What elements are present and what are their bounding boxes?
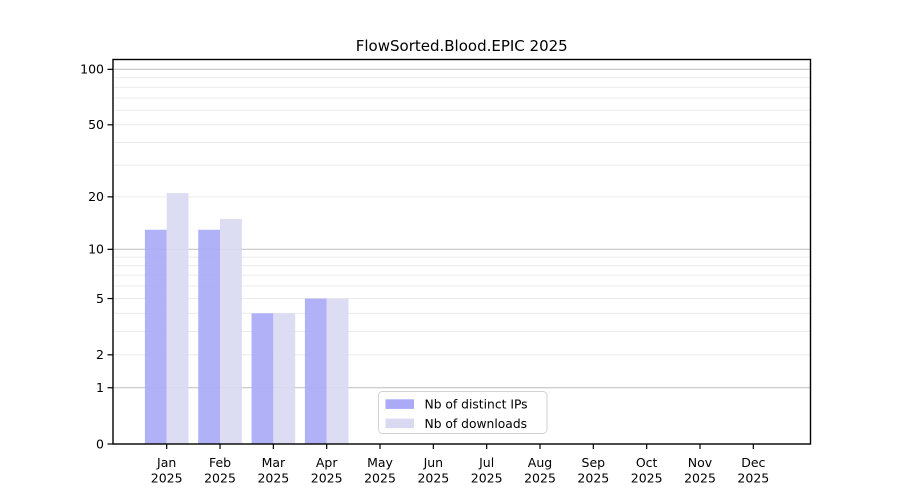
axes-border [112,58,812,445]
legend-label-downloads: Nb of downloads [425,417,528,431]
x-tick-label-year: 2025 [684,471,716,486]
y-tick-label: 10 [88,242,104,257]
bar-distinct-ips-feb [198,229,221,444]
x-tick-label-month: Feb [209,455,231,470]
x-tick-label-year: 2025 [577,471,609,486]
y-tick-label: 5 [96,291,104,306]
x-tick-label-month: May [367,455,393,470]
y-tick-label: 50 [88,117,104,132]
x-tick-label-year: 2025 [204,471,236,486]
bar-distinct-ips-apr [304,298,327,444]
x-tick-label-month: Nov [688,455,713,470]
bar-distinct-ips-jan [144,229,167,444]
legend-label-distinct-ips: Nb of distinct IPs [425,398,528,412]
bar-downloads-jan [166,193,189,444]
bars [144,193,349,444]
x-tick-label-month: Aug [528,455,552,470]
legend-swatch-distinct-ips [385,399,414,409]
chart-title: FlowSorted.Blood.EPIC 2025 [356,37,568,55]
bar-downloads-mar [273,313,296,444]
tick-labels: 0125102050100Jan2025Feb2025Mar2025Apr202… [80,62,769,486]
x-tick-label-year: 2025 [311,471,343,486]
x-tick-label-year: 2025 [524,471,556,486]
x-tick-label-year: 2025 [257,471,289,486]
y-tick-label: 20 [88,189,104,204]
y-tick-label: 100 [80,62,104,77]
axes [107,58,812,449]
x-tick-label-year: 2025 [737,471,769,486]
x-tick-label-year: 2025 [631,471,663,486]
legend: Nb of distinct IPs Nb of downloads [378,391,548,434]
x-tick-label-month: Sep [582,455,606,470]
x-tick-label-year: 2025 [364,471,396,486]
bar-downloads-apr [326,298,349,444]
x-tick-label-month: Jun [423,455,444,470]
x-tick-label-month: Dec [741,455,765,470]
y-tick-label: 1 [96,380,104,395]
x-tick-label-year: 2025 [151,471,183,486]
x-tick-label-year: 2025 [471,471,503,486]
x-tick-label-month: Jul [478,455,494,470]
x-tick-label-year: 2025 [417,471,449,486]
x-tick-label-month: Jan [156,455,176,470]
legend-swatch-downloads [385,418,414,429]
y-tick-label: 0 [96,436,104,451]
x-tick-label-month: Mar [262,455,286,470]
x-tick-label-month: Apr [316,455,338,470]
bar-distinct-ips-mar [251,313,274,444]
legend-box [378,391,548,434]
x-tick-label-month: Oct [636,455,658,470]
bar-downloads-feb [220,218,242,444]
y-tick-label: 2 [96,347,104,362]
